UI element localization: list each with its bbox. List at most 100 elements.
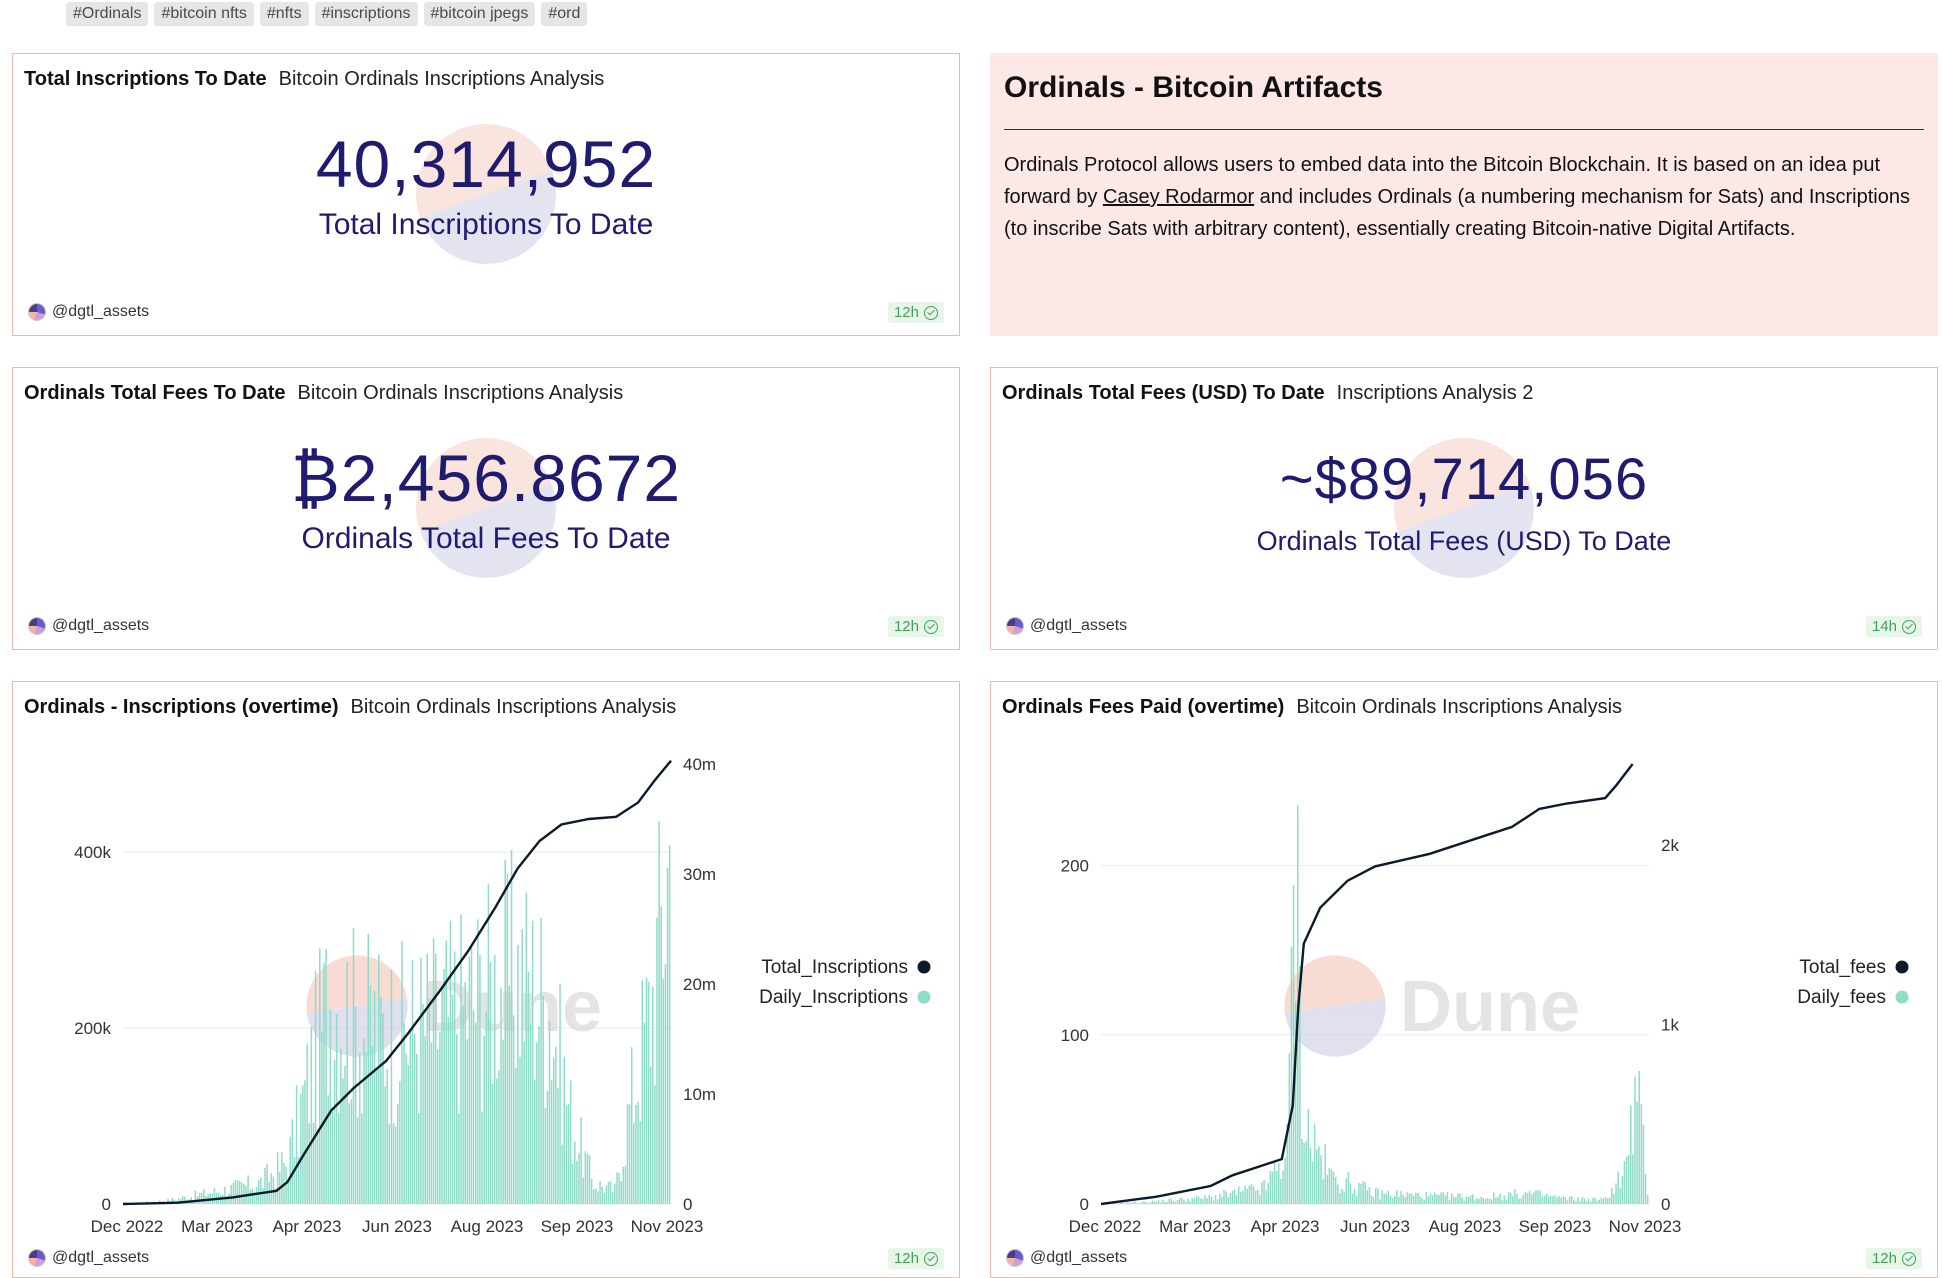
card-title-main[interactable]: Ordinals Total Fees To Date [24,382,286,404]
divider [1004,129,1924,130]
daily-bar [1518,1198,1520,1204]
daily-bar [493,954,496,1204]
daily-bar [1516,1193,1518,1204]
tag-chip[interactable]: #inscriptions [314,2,418,26]
card-title-sub[interactable]: Bitcoin Ordinals Inscriptions Analysis [278,68,605,90]
daily-bar [439,1031,441,1204]
daily-bar [167,1198,169,1204]
daily-bar [333,1060,336,1204]
refresh-age-badge[interactable]: 12h [887,1248,944,1269]
daily-bar [1256,1189,1259,1204]
daily-bar [337,1112,340,1204]
daily-bar [1269,1170,1272,1204]
y-right-tick-label: 30m [683,865,716,884]
author-link[interactable]: @dgtl_assets [28,1249,149,1267]
card-title-main[interactable]: Total Inscriptions To Date [24,68,267,90]
daily-bar [1195,1195,1198,1204]
daily-bar [658,821,660,1204]
daily-bar [1457,1193,1459,1204]
check-circle-icon [1902,619,1916,634]
x-tick-label: Mar 2023 [181,1217,253,1236]
total-inscriptions-card: Total Inscriptions To Date Bitcoin Ordina… [12,53,960,336]
card-title-main[interactable]: Ordinals - Inscriptions (overtime) [24,696,339,718]
daily-bar [437,1049,439,1204]
refresh-age-badge[interactable]: 14h [1865,616,1922,637]
daily-bar [1275,1171,1278,1204]
daily-bar [1311,1161,1314,1204]
card-title-main[interactable]: Ordinals Fees Paid (overtime) [1002,696,1285,718]
daily-bar [1216,1199,1219,1204]
card-title-sub[interactable]: Bitcoin Ordinals Inscriptions Analysis [1296,696,1623,718]
daily-bar [1524,1191,1527,1204]
refresh-age-badge[interactable]: 12h [887,302,944,323]
daily-bar [1636,1101,1638,1204]
daily-bar [464,982,466,1204]
daily-bar [321,1031,323,1204]
card-title-sub[interactable]: Inscriptions Analysis 2 [1336,382,1534,404]
daily-bar [441,988,443,1204]
daily-bar [1351,1193,1354,1204]
tag-chip[interactable]: #nfts [259,2,309,26]
y-right-tick-label: 20m [683,975,716,994]
casey-rodarmor-link[interactable]: Casey Rodarmor [1102,186,1255,208]
age-text: 12h [893,304,919,321]
daily-bar [637,1101,639,1204]
daily-bar [1307,1108,1310,1204]
card-title-sub[interactable]: Bitcoin Ordinals Inscriptions Analysis [297,382,624,404]
author-link[interactable]: @dgtl_assets [1006,617,1127,635]
daily-bar [1615,1183,1617,1204]
daily-bar [249,1189,251,1204]
tag-chip[interactable]: #ord [541,2,588,26]
about-text-1: Ordinals Protocol allows users to embed … [1004,154,1881,208]
tag-chip[interactable]: #bitcoin nfts [154,2,254,26]
daily-bar [1560,1197,1562,1204]
daily-bar [314,970,317,1204]
daily-bar [491,1083,494,1204]
daily-bar [1176,1199,1179,1204]
y-right-tick-label: 1k [1661,1015,1679,1034]
card-title-sub[interactable]: Bitcoin Ordinals Inscriptions Analysis [350,696,677,718]
daily-bar [367,933,369,1204]
tag-chip[interactable]: #bitcoin jpegs [423,2,536,26]
daily-bar [1166,1201,1168,1204]
x-tick-label: Jun 2023 [362,1217,432,1236]
daily-bar [1149,1202,1151,1204]
daily-bar [580,1117,582,1204]
author-link[interactable]: @dgtl_assets [28,303,149,321]
author-link[interactable]: @dgtl_assets [1006,1249,1127,1267]
counter-widget: ~$89,714,056 Ordinals Total Fees (USD) T… [991,428,1937,578]
avatar [28,1249,46,1267]
daily-bar [1541,1196,1544,1204]
legend-label: Daily_fees [1797,987,1886,1008]
daily-bar [1141,1202,1143,1204]
daily-bar [1206,1197,1208,1204]
daily-bar [635,1104,637,1204]
refresh-age-badge[interactable]: 12h [887,616,944,637]
daily-bar [1471,1194,1474,1204]
daily-bar [660,905,662,1204]
daily-bar [1530,1194,1533,1204]
daily-bar [1558,1196,1560,1204]
dune-watermark-icon: Dune [1284,955,1580,1057]
daily-bar [1630,1105,1632,1204]
watermark-top [306,955,407,1014]
daily-bar [601,1186,603,1204]
daily-bar [342,1078,344,1204]
tag-chip[interactable]: #Ordinals [66,2,149,26]
daily-bar [1476,1198,1478,1204]
card-title-main[interactable]: Ordinals Total Fees (USD) To Date [1002,382,1325,404]
daily-bar [1294,1001,1297,1204]
age-text: 12h [893,1250,919,1267]
daily-bar [1598,1199,1600,1204]
y-left-tick-label: 200 [1061,857,1089,876]
daily-bar [1482,1197,1484,1204]
daily-bar [422,1004,424,1204]
author-link[interactable]: @dgtl_assets [28,617,149,635]
refresh-age-badge[interactable]: 12h [1865,1248,1922,1269]
daily-bar [1254,1190,1257,1204]
daily-bar [559,984,561,1204]
daily-bar [1383,1193,1385,1204]
daily-bar [1347,1172,1350,1204]
daily-bar [531,920,534,1204]
counter-label: Total Inscriptions To Date [318,208,654,241]
